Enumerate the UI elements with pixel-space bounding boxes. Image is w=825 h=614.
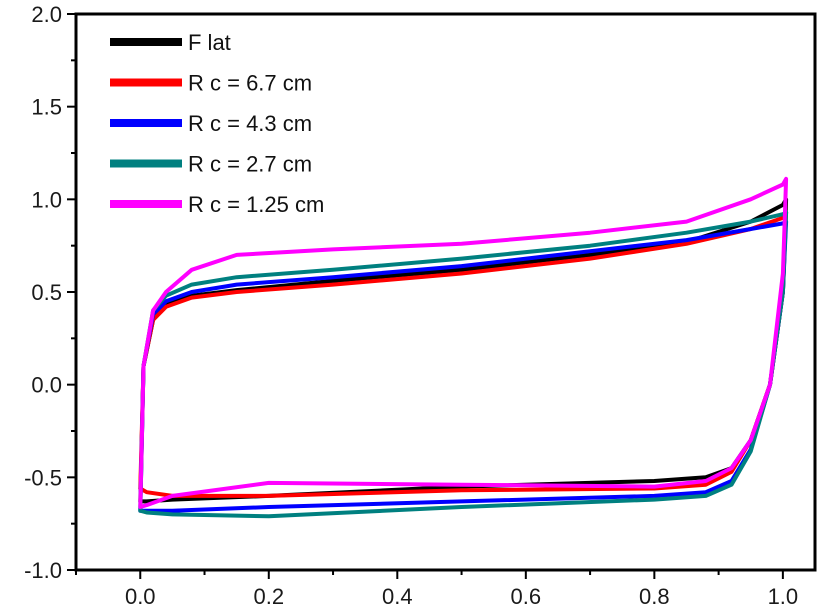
- x-tick-label: 0.6: [511, 584, 542, 609]
- legend-label-1: F lat: [188, 30, 231, 55]
- x-tick-label: 0.2: [253, 584, 284, 609]
- y-tick-label: 0.0: [31, 373, 62, 398]
- y-tick-label: -0.5: [24, 465, 62, 490]
- legend-label-5: R c = 1.25 cm: [188, 192, 324, 217]
- y-tick-label: -1.0: [24, 558, 62, 583]
- x-tick-label: 1.0: [768, 584, 799, 609]
- series-line-5: [138, 176, 789, 509]
- y-tick-label: 1.5: [31, 95, 62, 120]
- legend: F lat R c = 6.7 cm R c = 4.3 cm R c = 2.7 c…: [110, 30, 324, 217]
- ticks-layer: 0.0 0.2 0.4 0.6 0.8 1.0 -1.0 -0.5 0.0 0.5 1.0 1.5 2.…: [24, 2, 798, 609]
- legend-label-3: R c = 4.3 cm: [188, 111, 312, 136]
- y-tick-label: 2.0: [31, 2, 62, 27]
- y-tick-label: 0.5: [31, 280, 62, 305]
- x-tick-label: 0.4: [382, 584, 413, 609]
- series-layer: [138, 176, 789, 519]
- series-line-4: [138, 210, 789, 519]
- legend-label-4: R c = 2.7 cm: [188, 152, 312, 177]
- y-tick-label: 1.0: [31, 187, 62, 212]
- series-line-3: [138, 219, 789, 513]
- legend-label-2: R c = 6.7 cm: [188, 71, 312, 96]
- x-tick-label: 0.8: [639, 584, 670, 609]
- x-tick-label: 0.0: [125, 584, 156, 609]
